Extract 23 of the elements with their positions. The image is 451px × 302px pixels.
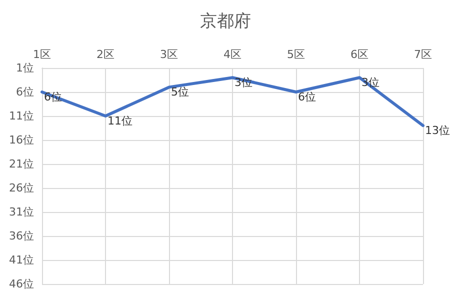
y-tick-label: 6位 — [16, 86, 34, 98]
y-tick-label: 21位 — [9, 158, 34, 170]
x-tick-label: 2区 — [96, 48, 114, 61]
y-tick-label: 26位 — [9, 182, 34, 194]
y-tick-label: 1位 — [16, 62, 34, 74]
y-tick-label: 41位 — [9, 254, 34, 266]
data-label: 11位 — [108, 114, 132, 128]
x-tick-label: 6区 — [350, 48, 368, 61]
y-tick-label: 31位 — [9, 206, 34, 218]
y-tick-label: 11位 — [9, 110, 34, 122]
x-tick-label: 3区 — [160, 48, 178, 61]
x-tick-label: 4区 — [224, 48, 242, 61]
data-label: 5位 — [171, 86, 189, 99]
y-tick-label: 36位 — [9, 230, 34, 242]
y-tick-label: 16位 — [9, 134, 34, 146]
y-tick-label: 46位 — [9, 278, 34, 290]
data-label: 13位 — [425, 124, 450, 138]
chart-title: 京都府 — [200, 12, 251, 32]
x-tick-label: 7区 — [414, 48, 432, 61]
x-tick-label: 5区 — [287, 48, 305, 61]
line-series — [40, 76, 424, 128]
x-tick-label: 1区 — [33, 48, 51, 61]
data-label: 6位 — [298, 90, 316, 104]
